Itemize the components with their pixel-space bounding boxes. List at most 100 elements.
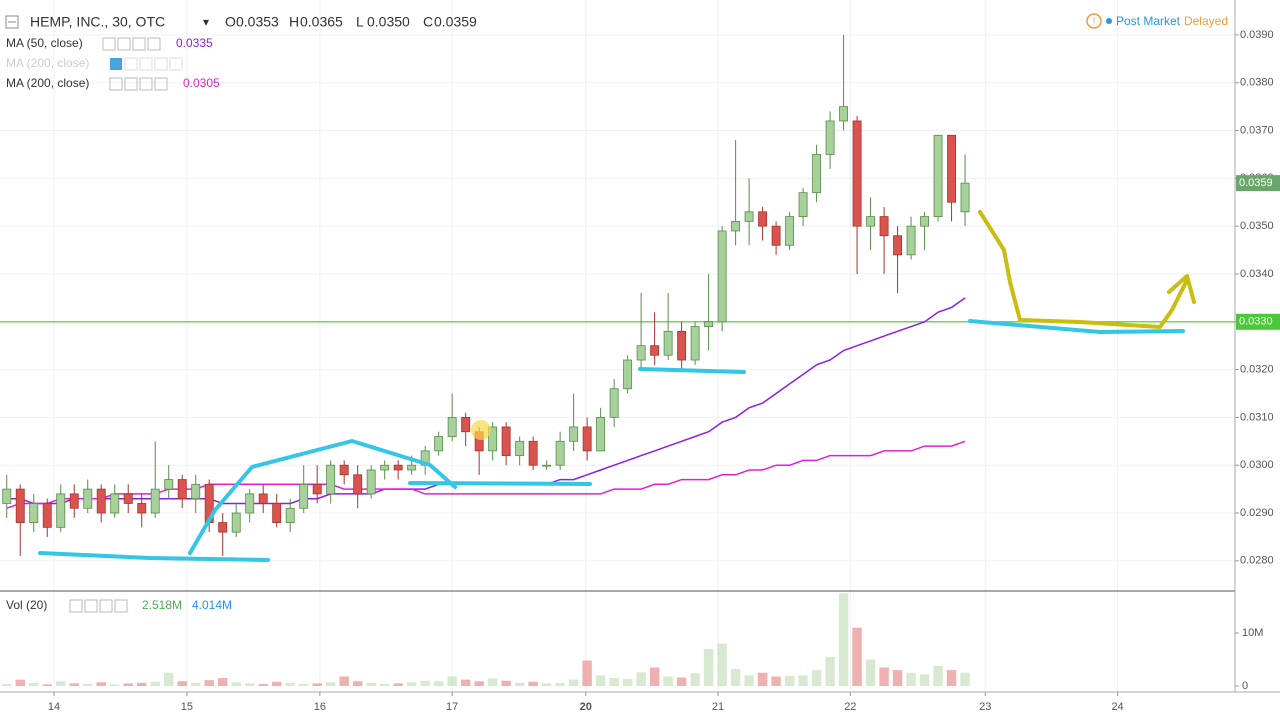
session-status: Post Market	[1116, 14, 1181, 28]
indicator-button[interactable]	[169, 57, 183, 71]
symbol-menu-arrow[interactable]: ▾	[203, 15, 209, 29]
last-price-label: 0.0359	[1239, 177, 1273, 189]
indicator-value: 0.0305	[183, 76, 220, 90]
volume-bar	[892, 670, 903, 687]
hline-badge	[1236, 313, 1280, 330]
volume-bar	[110, 684, 120, 687]
candle-body	[164, 479, 174, 490]
volume-bar	[555, 682, 565, 687]
legend: O 0.0353 H 0.0365 L 0.0350 C 0.0359 MA (50, clos…	[6, 14, 477, 613]
volume-bar	[258, 683, 268, 687]
volume-legend-value: 4.014M	[192, 598, 232, 612]
volume-bar	[15, 679, 25, 687]
volume-bar	[933, 665, 943, 687]
candle-body	[326, 464, 336, 495]
volume-legend-value: 2.518M	[142, 598, 182, 612]
volume-pane	[2, 593, 970, 687]
candle-body	[933, 134, 943, 217]
session-dot	[1106, 18, 1112, 24]
candle-body	[393, 464, 403, 471]
x-tick-label: 23	[979, 701, 991, 713]
volume-bar	[136, 682, 147, 687]
warning-icon[interactable]	[1086, 13, 1102, 29]
candle-body	[609, 388, 619, 418]
y-tick-label: 0.0320	[1240, 363, 1274, 375]
y-tick-label: 0.0380	[1240, 77, 1274, 89]
indicator-button[interactable]	[154, 77, 168, 91]
indicator-button[interactable]	[69, 599, 83, 613]
volume-bar	[852, 627, 862, 687]
volume-bar	[649, 667, 660, 687]
trend-drawing	[188, 439, 457, 555]
trend-drawing	[38, 551, 270, 562]
candle-body	[798, 192, 808, 217]
volume-bar	[757, 672, 768, 687]
indicator-button[interactable]	[139, 77, 153, 91]
indicator-button[interactable]	[117, 37, 131, 51]
trend-drawing	[638, 367, 746, 374]
volume-bar	[919, 674, 930, 687]
volume-name: Vol (20)	[6, 598, 47, 612]
volume-bar	[676, 677, 687, 687]
indicator-button[interactable]	[147, 37, 161, 51]
indicator-button[interactable]	[114, 599, 128, 613]
candle-body	[191, 483, 201, 500]
indicator-button[interactable]	[132, 37, 146, 51]
candle-body	[447, 416, 457, 437]
candle-body	[771, 225, 781, 246]
axes: 0.0280 0.0290 0.0300 0.0310 0.0320 0.0330 0.03…	[48, 29, 1280, 713]
candle-body	[893, 235, 903, 256]
last-price-badge	[1236, 175, 1280, 192]
indicator-name: MA (200, close)	[6, 76, 89, 90]
ohlc-value: 0.0350	[367, 14, 410, 30]
candle-body	[488, 426, 498, 452]
volume-bar	[56, 681, 66, 687]
candle-body	[879, 216, 889, 237]
volume-bar	[123, 683, 133, 687]
volume-bar	[744, 675, 754, 687]
volume-bar	[298, 683, 309, 687]
x-tick-label: 21	[712, 701, 724, 713]
price-pane	[0, 34, 1235, 557]
candle-body	[717, 230, 727, 323]
candle-body	[569, 426, 579, 442]
indicator-button[interactable]	[102, 37, 116, 51]
candle-body	[947, 134, 957, 203]
volume-bar	[960, 672, 970, 687]
x-tick-label: 22	[844, 701, 856, 713]
ohlc-key: L	[356, 14, 364, 30]
candle-body	[353, 474, 363, 495]
y-tick-label: 0.0350	[1240, 220, 1274, 232]
indicator-button[interactable]	[84, 599, 98, 613]
candle-body	[110, 493, 120, 514]
y-tick-label: 0.0370	[1240, 124, 1274, 136]
indicator-button[interactable]	[99, 599, 113, 613]
candle-body	[582, 426, 592, 452]
volume-bar	[163, 672, 174, 687]
ohlc-key: O	[225, 14, 236, 30]
candle-body	[542, 464, 552, 467]
volume-bar	[582, 660, 592, 687]
feed-status: Delayed	[1184, 14, 1228, 28]
indicator-eye[interactable]	[110, 58, 122, 70]
indicator-button[interactable]	[154, 57, 168, 71]
volume-bar	[177, 681, 187, 687]
indicator-button[interactable]	[109, 77, 123, 91]
x-tick-label: 16	[314, 701, 326, 713]
indicator-button[interactable]	[124, 77, 138, 91]
drawings	[38, 210, 1196, 562]
volume-bar	[352, 681, 363, 687]
indicator-button[interactable]	[139, 57, 153, 71]
candle-body	[960, 182, 970, 213]
volume-bar	[406, 682, 417, 687]
collapse-icon[interactable]	[5, 15, 19, 29]
y-tick-label: 0.0310	[1240, 411, 1274, 423]
candle-body	[366, 469, 376, 495]
volume-bar	[784, 675, 795, 687]
candle-body	[461, 416, 471, 433]
volume-bar	[420, 680, 430, 687]
y-tick-label: 0.0340	[1240, 268, 1274, 280]
indicator-button[interactable]	[124, 57, 138, 71]
candle-body	[258, 493, 268, 504]
candle-body	[704, 321, 714, 327]
